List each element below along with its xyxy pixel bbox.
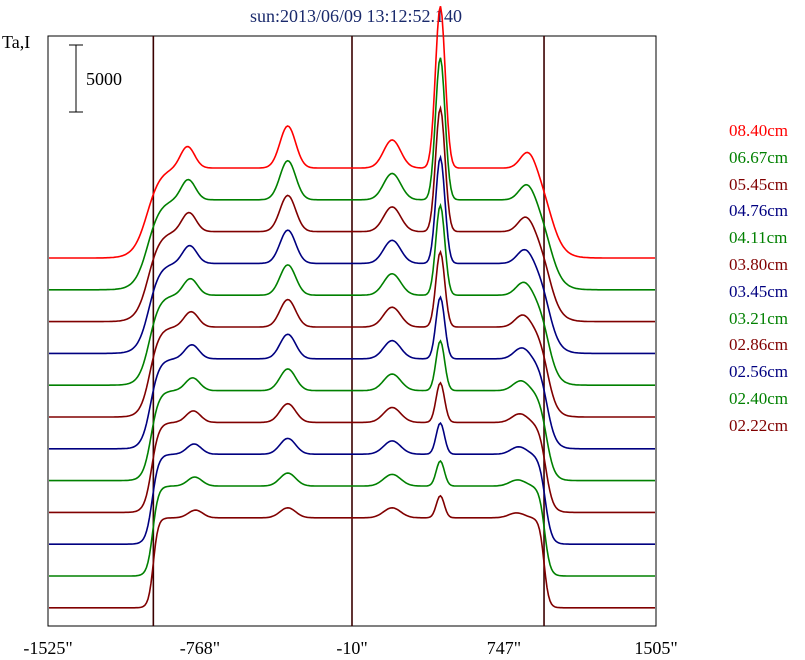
scale-bar (69, 44, 83, 113)
series-line-08.40cm (49, 5, 655, 259)
series-line-02.56cm (49, 421, 655, 545)
legend-item: 02.40cm (729, 388, 789, 408)
series-line-04.11cm (49, 202, 655, 386)
legend-item: 04.11cm (729, 228, 788, 248)
series-line-02.86cm (49, 381, 655, 514)
x-tick-label: -768" (180, 638, 220, 658)
series-line-03.45cm (49, 295, 655, 450)
legend-item: 03.21cm (729, 308, 789, 328)
x-tick-label: 1505" (634, 638, 677, 658)
series-line-03.80cm (49, 249, 655, 418)
series-line-03.21cm (49, 339, 655, 482)
legend-item: 02.86cm (729, 335, 789, 355)
x-tick-label: 747" (487, 638, 521, 658)
legend: 08.40cm 06.67cm 05.45cm 04.76cm 04.11cm 03.80… (729, 118, 805, 440)
series-line-06.67cm (49, 57, 655, 291)
legend-item: 02.22cm (729, 415, 789, 435)
y-axis-label: Ta,I (2, 32, 30, 52)
x-tick-label: -10" (336, 638, 367, 658)
legend-item: 02.56cm (729, 362, 789, 382)
series-line-02.40cm (49, 459, 655, 577)
legend-item: 03.80cm (729, 254, 789, 274)
x-tick-label: -1525" (23, 638, 72, 658)
legend-item: 08.40cm (729, 121, 789, 140)
chart-title: sun:2013/06/09 13:12:52.140 (250, 6, 462, 26)
series-line-04.76cm (49, 154, 655, 355)
legend-item: 03.45cm (729, 281, 789, 301)
legend-item: 05.45cm (729, 174, 789, 194)
legend-item: 06.67cm (729, 147, 789, 167)
scale-bar-label: 5000 (86, 69, 122, 89)
legend-item: 04.76cm (729, 201, 789, 221)
series-line-05.45cm (49, 105, 655, 323)
series-line-02.22cm (49, 494, 655, 609)
